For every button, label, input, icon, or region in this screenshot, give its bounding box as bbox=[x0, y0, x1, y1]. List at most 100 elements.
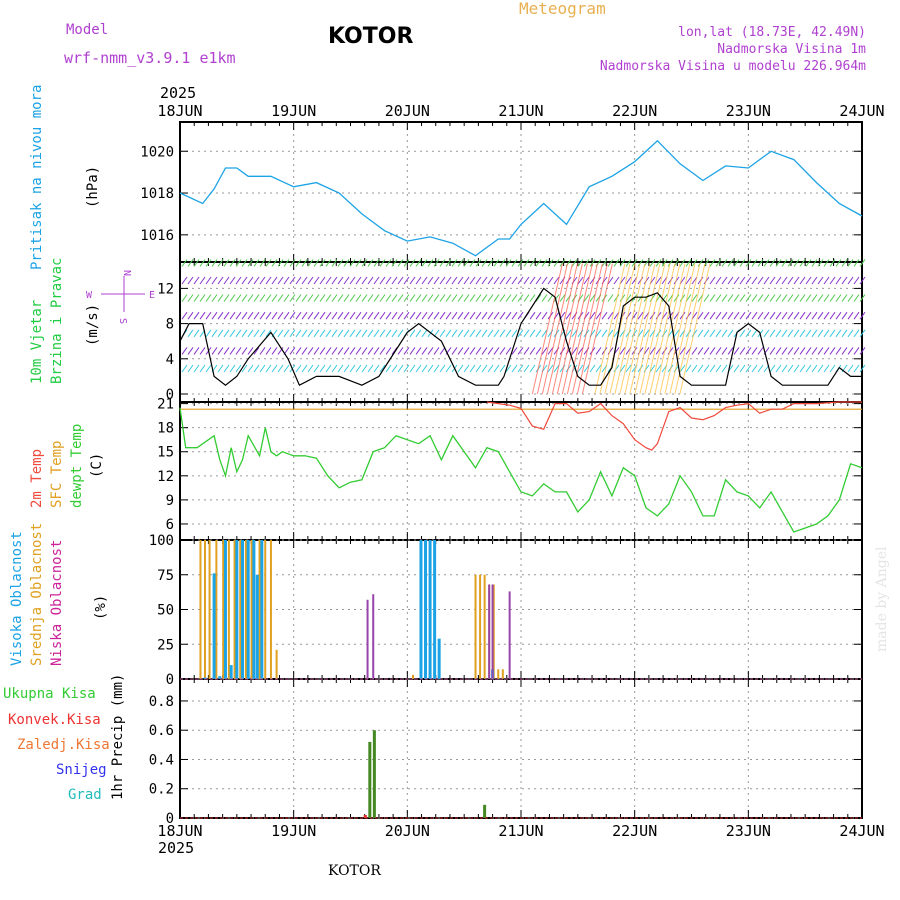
wind-barb bbox=[847, 311, 854, 320]
wind-barb bbox=[337, 364, 344, 373]
wind-barb bbox=[397, 329, 404, 338]
wind-barb bbox=[715, 276, 722, 285]
wind-barb bbox=[313, 329, 320, 338]
wind-barb bbox=[217, 259, 224, 267]
wind-barb bbox=[703, 311, 710, 320]
wind-barb bbox=[583, 259, 590, 267]
wind-barb bbox=[319, 347, 326, 355]
wind-barb bbox=[781, 276, 788, 285]
wind-unit: (m/s) bbox=[85, 304, 101, 346]
wind-barb bbox=[223, 311, 230, 320]
wind-barb bbox=[415, 276, 422, 285]
wind-barb bbox=[823, 276, 830, 285]
wind-barb bbox=[859, 294, 866, 302]
wind-barb bbox=[829, 347, 836, 355]
wind-barb bbox=[709, 347, 716, 355]
wind-barb bbox=[715, 364, 722, 373]
wind-barb bbox=[505, 276, 512, 285]
wind-barb bbox=[289, 259, 296, 267]
wind-barb bbox=[301, 347, 308, 355]
wind-barb bbox=[769, 259, 776, 267]
temp2m-label: 2m Temp bbox=[29, 449, 45, 508]
wind-barb bbox=[829, 329, 836, 338]
wind-barb bbox=[547, 276, 554, 285]
wind-barb bbox=[793, 259, 800, 267]
wind-barb bbox=[787, 329, 794, 338]
wind-barb bbox=[805, 329, 812, 338]
wind-barb bbox=[283, 364, 290, 373]
wind-barb bbox=[439, 347, 446, 355]
wind-barb bbox=[589, 311, 596, 320]
wind-barb bbox=[223, 259, 230, 267]
wind-barb bbox=[661, 294, 668, 302]
wind-barb bbox=[427, 276, 434, 285]
wind-barb bbox=[355, 294, 362, 302]
wind-barb bbox=[619, 347, 626, 355]
wind-barb bbox=[697, 364, 704, 373]
wind-barb bbox=[445, 259, 452, 267]
wind-barb bbox=[781, 294, 788, 302]
wind-barb bbox=[799, 276, 806, 285]
wind-barb bbox=[271, 259, 278, 267]
wind-barb bbox=[805, 347, 812, 355]
mid-cloud-bar bbox=[264, 540, 267, 679]
wind-ylabel: 10m Vjetar Brzina i Pravac (m/s) N E S W bbox=[29, 258, 155, 384]
wind-barb bbox=[469, 294, 476, 302]
wind-barb bbox=[715, 329, 722, 338]
high-cloud-bar bbox=[252, 540, 256, 679]
wind-barb bbox=[301, 294, 308, 302]
wind-barb bbox=[397, 364, 404, 373]
wind-barb bbox=[499, 259, 506, 267]
wind-barb bbox=[277, 311, 284, 320]
wind-barb bbox=[373, 329, 380, 338]
wind-barb bbox=[259, 311, 266, 320]
y-tick-label: 0.4 bbox=[149, 752, 174, 768]
wind-barb bbox=[439, 364, 446, 373]
wind-barb bbox=[319, 329, 326, 338]
wind-barb bbox=[253, 364, 260, 373]
wind-barb bbox=[847, 294, 854, 302]
wind-barb bbox=[697, 329, 704, 338]
wind-barb bbox=[637, 259, 644, 267]
wind-barb bbox=[421, 329, 428, 338]
wind-barb-strong bbox=[679, 263, 711, 395]
wind-barb bbox=[397, 347, 404, 355]
svg-text:S: S bbox=[117, 318, 128, 324]
wind-barb bbox=[811, 329, 818, 338]
wind-barb bbox=[265, 276, 272, 285]
wind-barb bbox=[391, 259, 398, 267]
low-cloud-label: Niska Oblacnost bbox=[49, 540, 65, 666]
wind-barb bbox=[853, 294, 860, 302]
wind-barb bbox=[253, 276, 260, 285]
wind-barb bbox=[295, 329, 302, 338]
wind-barb bbox=[265, 294, 272, 302]
wind-barb bbox=[793, 311, 800, 320]
wind-barb bbox=[505, 259, 512, 267]
wind-barb bbox=[817, 276, 824, 285]
wind-barb bbox=[559, 294, 566, 302]
wind-barb bbox=[511, 276, 518, 285]
wind-barb bbox=[241, 329, 248, 338]
wind-barb bbox=[523, 276, 530, 285]
wind-barb-strong bbox=[664, 263, 696, 395]
precip-legend: Ukupna Kisa Konvek.Kisa Zaledj.Kisa Snij… bbox=[3, 674, 126, 803]
wind-barb bbox=[229, 347, 236, 355]
wind-barb bbox=[235, 329, 242, 338]
wind-barb bbox=[313, 276, 320, 285]
high-cloud-bar bbox=[203, 677, 207, 679]
sfctemp-label: SFC Temp bbox=[49, 441, 65, 508]
high-cloud-bar bbox=[428, 540, 432, 679]
wind-barb bbox=[199, 294, 206, 302]
wind-barb bbox=[709, 294, 716, 302]
wind-barb bbox=[859, 329, 866, 338]
wind-barb bbox=[385, 276, 392, 285]
high-cloud-bar bbox=[246, 540, 250, 679]
wind-barb bbox=[217, 276, 224, 285]
y-tick-label: 9 bbox=[166, 493, 174, 509]
wind-barb bbox=[769, 329, 776, 338]
wind-barb bbox=[733, 259, 740, 267]
wind-barb bbox=[823, 347, 830, 355]
wind-barb bbox=[757, 311, 764, 320]
wind-barb bbox=[457, 311, 464, 320]
y-tick-label: 21 bbox=[157, 397, 174, 413]
